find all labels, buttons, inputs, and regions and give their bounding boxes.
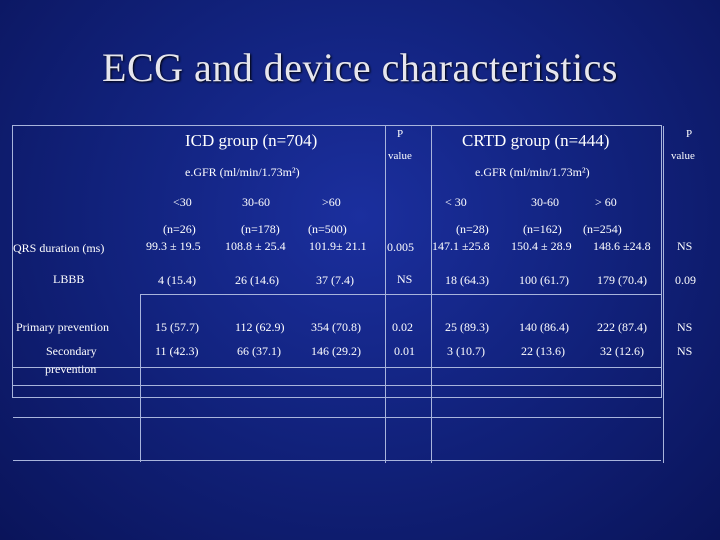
table-cell: 3 (10.7) <box>447 344 485 358</box>
table-cell: 354 (70.8) <box>311 320 361 334</box>
crtd-cat-gt60: > 60 <box>595 195 617 209</box>
table-cell: 179 (70.4) <box>597 273 647 287</box>
column-divider <box>140 294 141 462</box>
crtd-cat-lt30: < 30 <box>445 195 467 209</box>
row-label-qrs: QRS duration (ms) <box>13 241 105 255</box>
column-divider <box>385 126 386 463</box>
slide-title: ECG and device characteristics <box>102 45 618 90</box>
table-cell: NS <box>397 272 413 286</box>
value-header-1: value <box>388 150 412 162</box>
icd-group-header: ICD group (n=704) <box>185 131 318 150</box>
table-cell: 0.02 <box>392 320 413 334</box>
table-cell: 100 (61.7) <box>519 273 569 287</box>
table-cell: 140 (86.4) <box>519 320 569 334</box>
header-divider <box>140 294 661 295</box>
table-cell: 108.8 ± 25.4 <box>225 239 286 253</box>
table-cell: 18 (64.3) <box>445 273 489 287</box>
row-label-secondary-prevention-line2: prevention <box>45 362 97 376</box>
table-cell: 22 (13.6) <box>521 344 565 358</box>
crtd-egfr-label: e.GFR (ml/min/1.73m²) <box>475 165 590 179</box>
row-label-lbbb: LBBB <box>53 272 85 286</box>
table-cell: 147.1 ±25.8 <box>432 239 490 253</box>
table-cell: 26 (14.6) <box>235 273 279 287</box>
icd-n-30-60: (n=178) <box>241 222 280 236</box>
icd-n-lt30: (n=26) <box>163 222 196 236</box>
p-header-1: P <box>397 128 404 140</box>
table-cell: 25 (89.3) <box>445 320 489 334</box>
table-cell: NS <box>677 320 693 334</box>
table-cell: 0.01 <box>394 344 415 358</box>
characteristics-table: ICD group (n=704) CRTD group (n=444) P v… <box>12 125 696 463</box>
table-cell: 222 (87.4) <box>597 320 647 334</box>
value-header-2: value <box>671 150 695 162</box>
crtd-n-gt60: (n=254) <box>583 222 622 236</box>
row-divider <box>13 367 661 368</box>
table-cell: 66 (37.1) <box>237 344 281 358</box>
row-divider <box>13 460 661 461</box>
table-cell: 0.005 <box>387 240 414 254</box>
table-cell: 146 (29.2) <box>311 344 361 358</box>
icd-cat-30-60: 30-60 <box>242 195 270 209</box>
table-cell: 99.3 ± 19.5 <box>146 239 201 253</box>
column-divider <box>431 126 432 463</box>
table-cell: 4 (15.4) <box>158 273 196 287</box>
crtd-n-30-60: (n=162) <box>523 222 562 236</box>
table-cell: 101.9± 21.1 <box>309 239 367 253</box>
table-cell: NS <box>677 239 693 253</box>
column-divider <box>663 126 664 463</box>
row-label-secondary-prevention: Secondary <box>46 344 97 358</box>
table-cell: 112 (62.9) <box>235 320 285 334</box>
p-header-2: P <box>686 128 693 140</box>
row-divider <box>13 385 661 386</box>
icd-cat-lt30: <30 <box>173 195 192 209</box>
table-cell: 150.4 ± 28.9 <box>511 239 572 253</box>
icd-cat-gt60: >60 <box>322 195 341 209</box>
table-cell: 37 (7.4) <box>316 273 354 287</box>
table-cell: NS <box>677 344 693 358</box>
table-cell: 148.6 ±24.8 <box>593 239 651 253</box>
table-cell: 11 (42.3) <box>155 344 199 358</box>
row-label-primary-prevention: Primary prevention <box>16 320 109 334</box>
icd-n-gt60: (n=500) <box>308 222 347 236</box>
table-cell: 0.09 <box>675 273 696 287</box>
table-cell: 32 (12.6) <box>600 344 644 358</box>
icd-egfr-label: e.GFR (ml/min/1.73m²) <box>185 165 300 179</box>
row-divider <box>13 417 661 418</box>
crtd-cat-30-60: 30-60 <box>531 195 559 209</box>
crtd-group-header: CRTD group (n=444) <box>462 131 610 150</box>
table-cell: 15 (57.7) <box>155 320 199 334</box>
crtd-n-lt30: (n=28) <box>456 222 489 236</box>
